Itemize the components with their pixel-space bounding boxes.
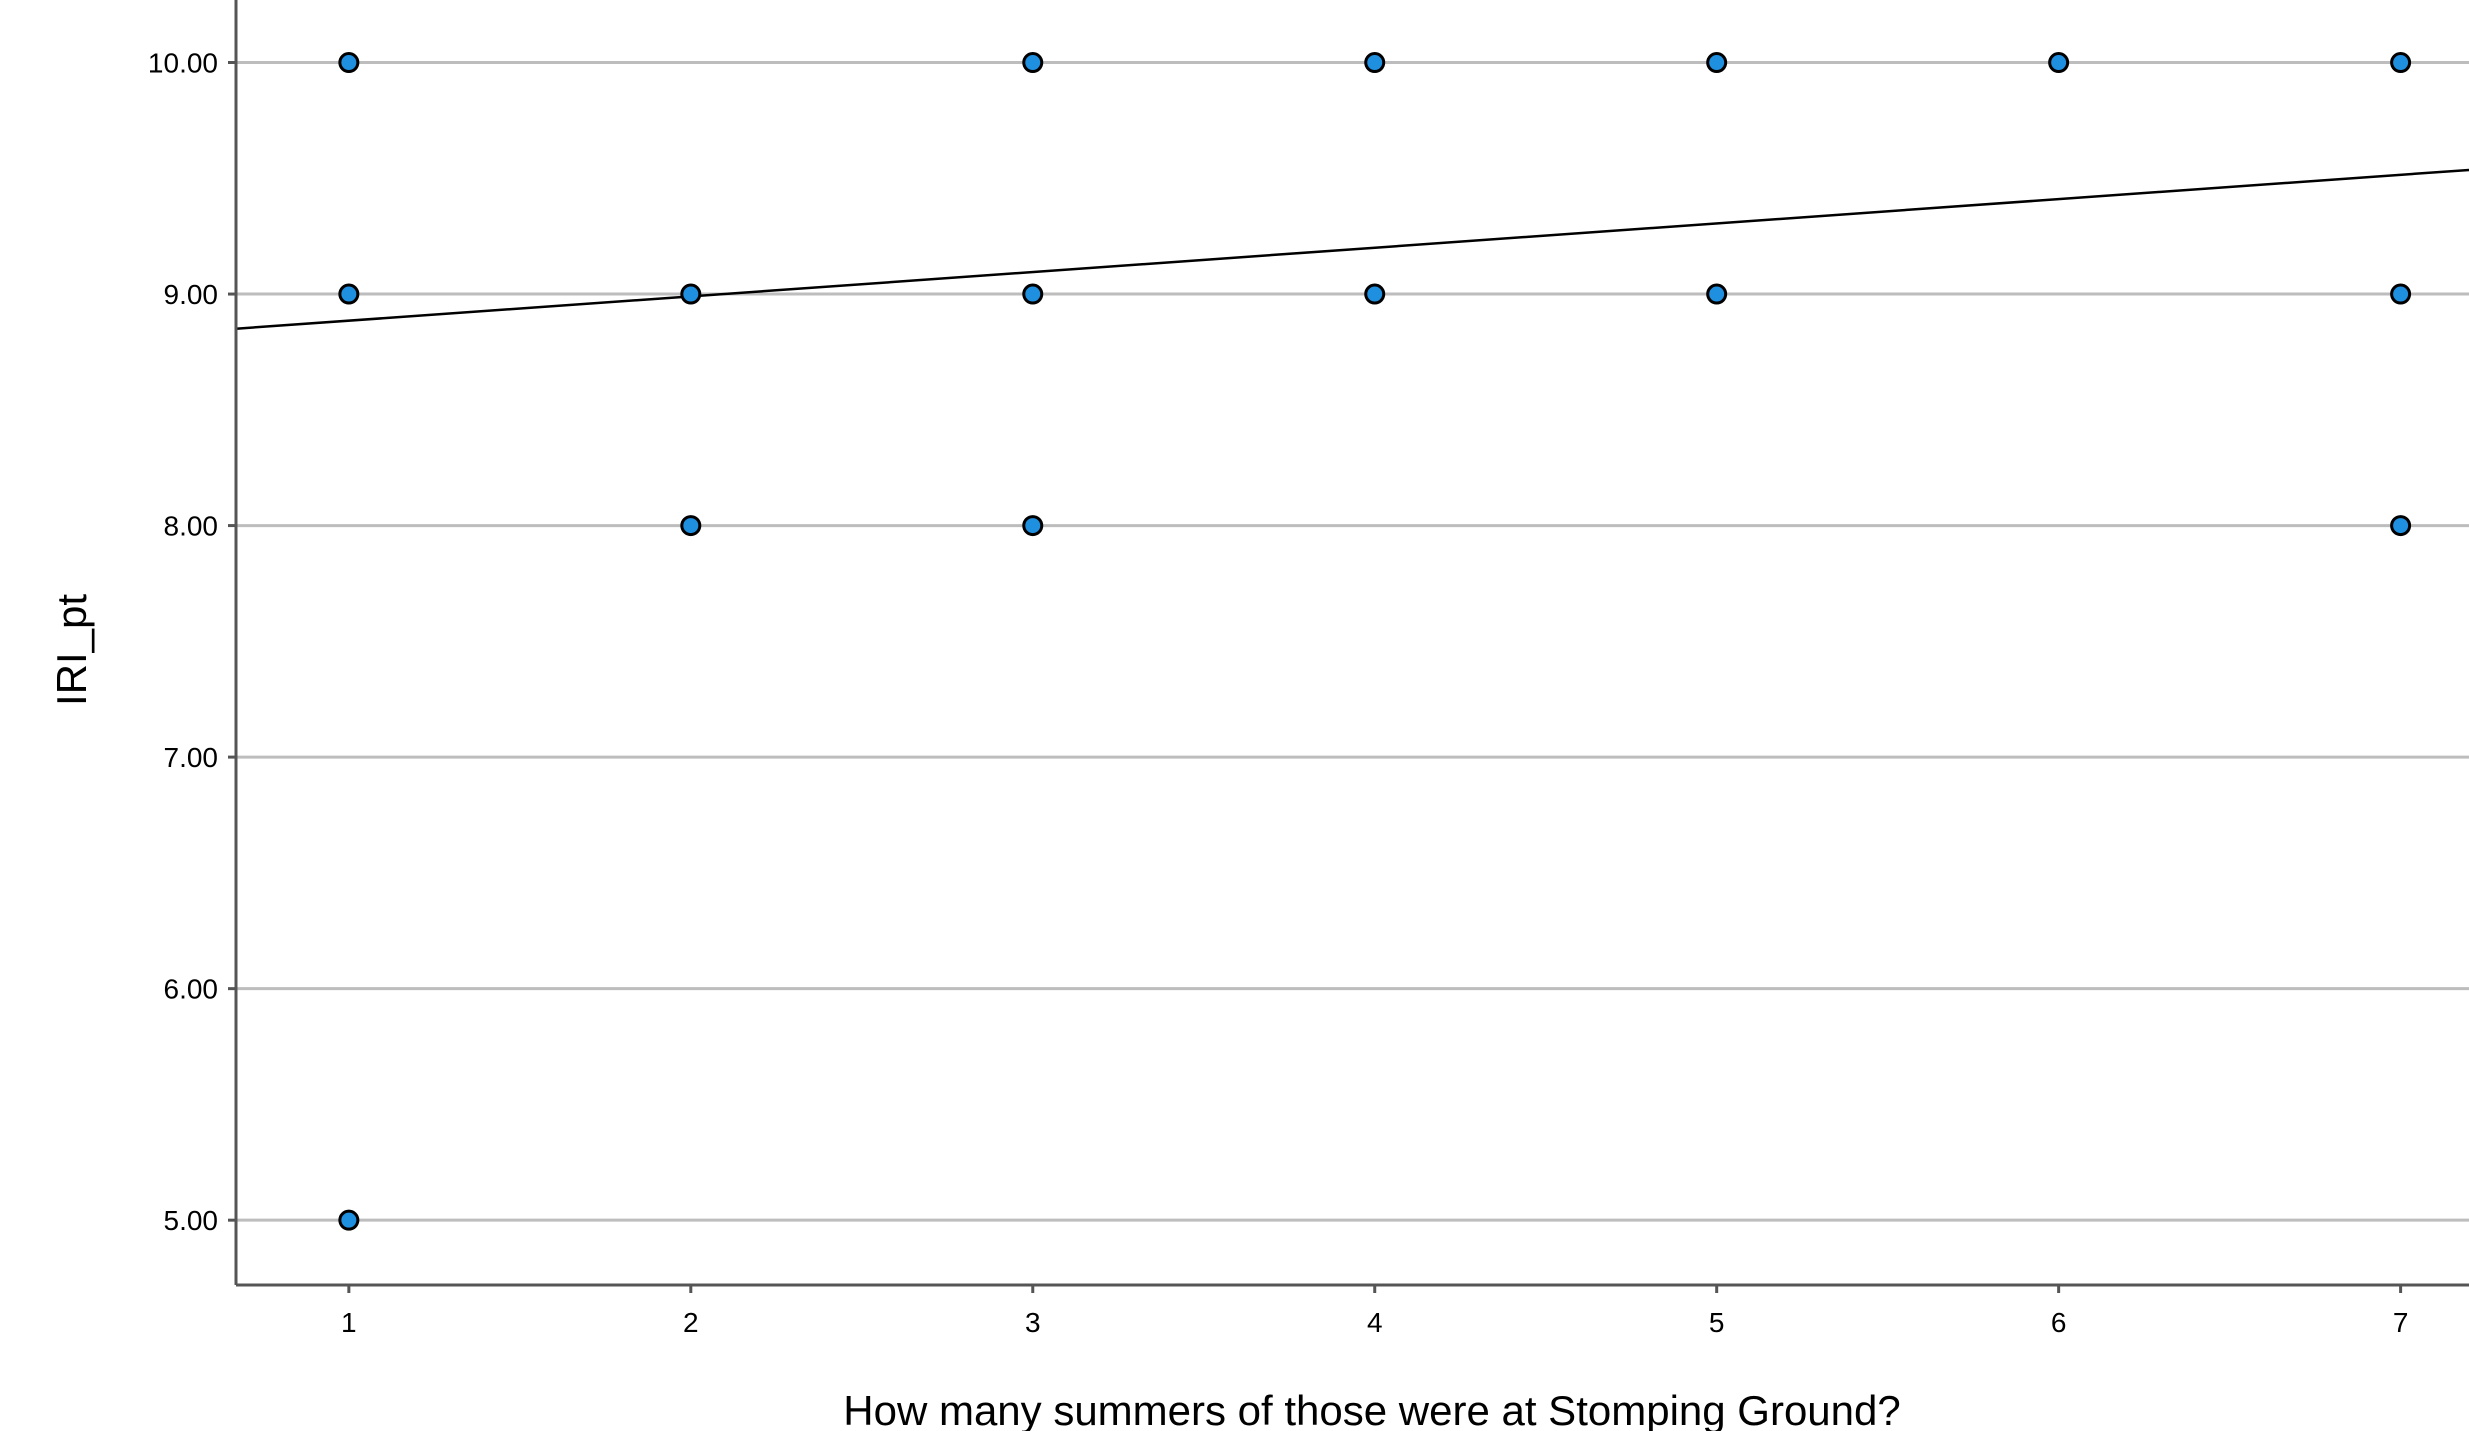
axes — [234, 0, 2469, 1287]
data-point-2 — [338, 1209, 360, 1231]
data-point-10 — [1706, 52, 1728, 74]
y-tick-label-4: 9.00 — [164, 279, 219, 310]
data-points — [338, 52, 2412, 1231]
y-axis-title: IRI_pt — [48, 594, 95, 706]
y-tick-label-3: 8.00 — [164, 511, 219, 542]
data-point-15 — [2390, 515, 2412, 537]
data-point-13 — [2390, 52, 2412, 74]
gridlines — [236, 61, 2469, 1222]
data-point-6 — [1022, 283, 1044, 305]
tick-labels: 5.00 6.00 7.00 8.00 9.00 10.00 1 2 3 4 5 6 7 — [148, 48, 2408, 1338]
data-point-11 — [1706, 283, 1728, 305]
data-point-12 — [2048, 52, 2070, 74]
y-tick-label-2: 7.00 — [164, 742, 219, 773]
y-tick-label-1: 6.00 — [164, 974, 219, 1005]
x-axis-title: How many summers of those were at Stompi… — [843, 1387, 1900, 1431]
y-tick-label-0: 5.00 — [164, 1205, 219, 1236]
data-point-1 — [338, 283, 360, 305]
data-point-0 — [338, 52, 360, 74]
x-tick-label-1: 2 — [683, 1307, 699, 1338]
y-tick-label-5: 10.00 — [148, 48, 218, 79]
data-point-3 — [680, 283, 702, 305]
x-tick-label-3: 4 — [1367, 1307, 1383, 1338]
data-point-7 — [1022, 515, 1044, 537]
data-point-14 — [2390, 283, 2412, 305]
x-tick-label-0: 1 — [341, 1307, 357, 1338]
data-point-9 — [1364, 283, 1386, 305]
data-point-8 — [1364, 52, 1386, 74]
x-tick-label-5: 6 — [2051, 1307, 2067, 1338]
x-tick-label-4: 5 — [1709, 1307, 1725, 1338]
x-tick-label-6: 7 — [2393, 1307, 2409, 1338]
data-point-4 — [680, 515, 702, 537]
data-point-5 — [1022, 52, 1044, 74]
fit-line-layer — [235, 168, 2469, 330]
x-tick-label-2: 3 — [1025, 1307, 1041, 1338]
fit-line — [235, 168, 2469, 330]
